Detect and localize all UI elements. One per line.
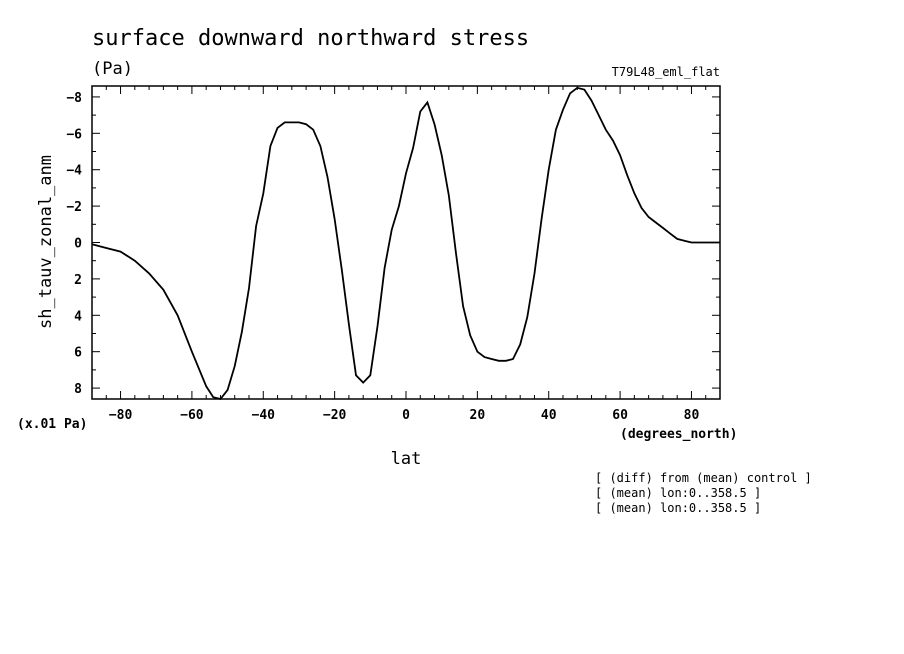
y-tick-label: 6 bbox=[74, 346, 82, 361]
plot-frame bbox=[91, 85, 721, 400]
x-tick-label: −20 bbox=[323, 408, 347, 423]
annotation-note: [ (mean) lon:0..358.5 ] bbox=[595, 486, 761, 500]
y-tick-label: −8 bbox=[66, 91, 82, 106]
annotation-note: [ (diff) from (mean) control ] bbox=[595, 471, 812, 485]
y-tick-label: 2 bbox=[74, 273, 82, 288]
chart-units: (Pa) bbox=[92, 59, 133, 79]
x-tick-label: −40 bbox=[252, 408, 276, 423]
x-tick-label: 40 bbox=[541, 408, 557, 423]
x-tick-label: 20 bbox=[470, 408, 486, 423]
experiment-label: T79L48_eml_flat bbox=[612, 65, 720, 79]
y-tick-label: 0 bbox=[74, 237, 82, 252]
y-tick-label: −4 bbox=[66, 164, 82, 179]
y-scale-note: (x.01 Pa) bbox=[17, 417, 87, 432]
y-axis-label: sh_tauv_zonal_anm bbox=[36, 155, 56, 329]
x-tick-label: 0 bbox=[402, 408, 410, 423]
y-tick-label: −2 bbox=[66, 200, 82, 215]
y-tick-label: 8 bbox=[74, 382, 82, 397]
annotation-note: [ (mean) lon:0..358.5 ] bbox=[595, 501, 761, 515]
y-tick-label: 4 bbox=[74, 309, 82, 324]
chart-title: surface downward northward stress bbox=[92, 26, 529, 51]
x-tick-label: 60 bbox=[612, 408, 628, 423]
x-tick-label: −60 bbox=[180, 408, 204, 423]
series-line bbox=[91, 86, 720, 401]
y-tick-label: −6 bbox=[66, 127, 82, 142]
annotation-notes: [ (diff) from (mean) control ][ (mean) l… bbox=[595, 471, 812, 515]
x-axis-label: lat bbox=[391, 449, 422, 469]
x-tick-label: 80 bbox=[684, 408, 700, 423]
x-axis-units: (degrees_north) bbox=[620, 427, 737, 442]
x-tick-label: −80 bbox=[109, 408, 133, 423]
